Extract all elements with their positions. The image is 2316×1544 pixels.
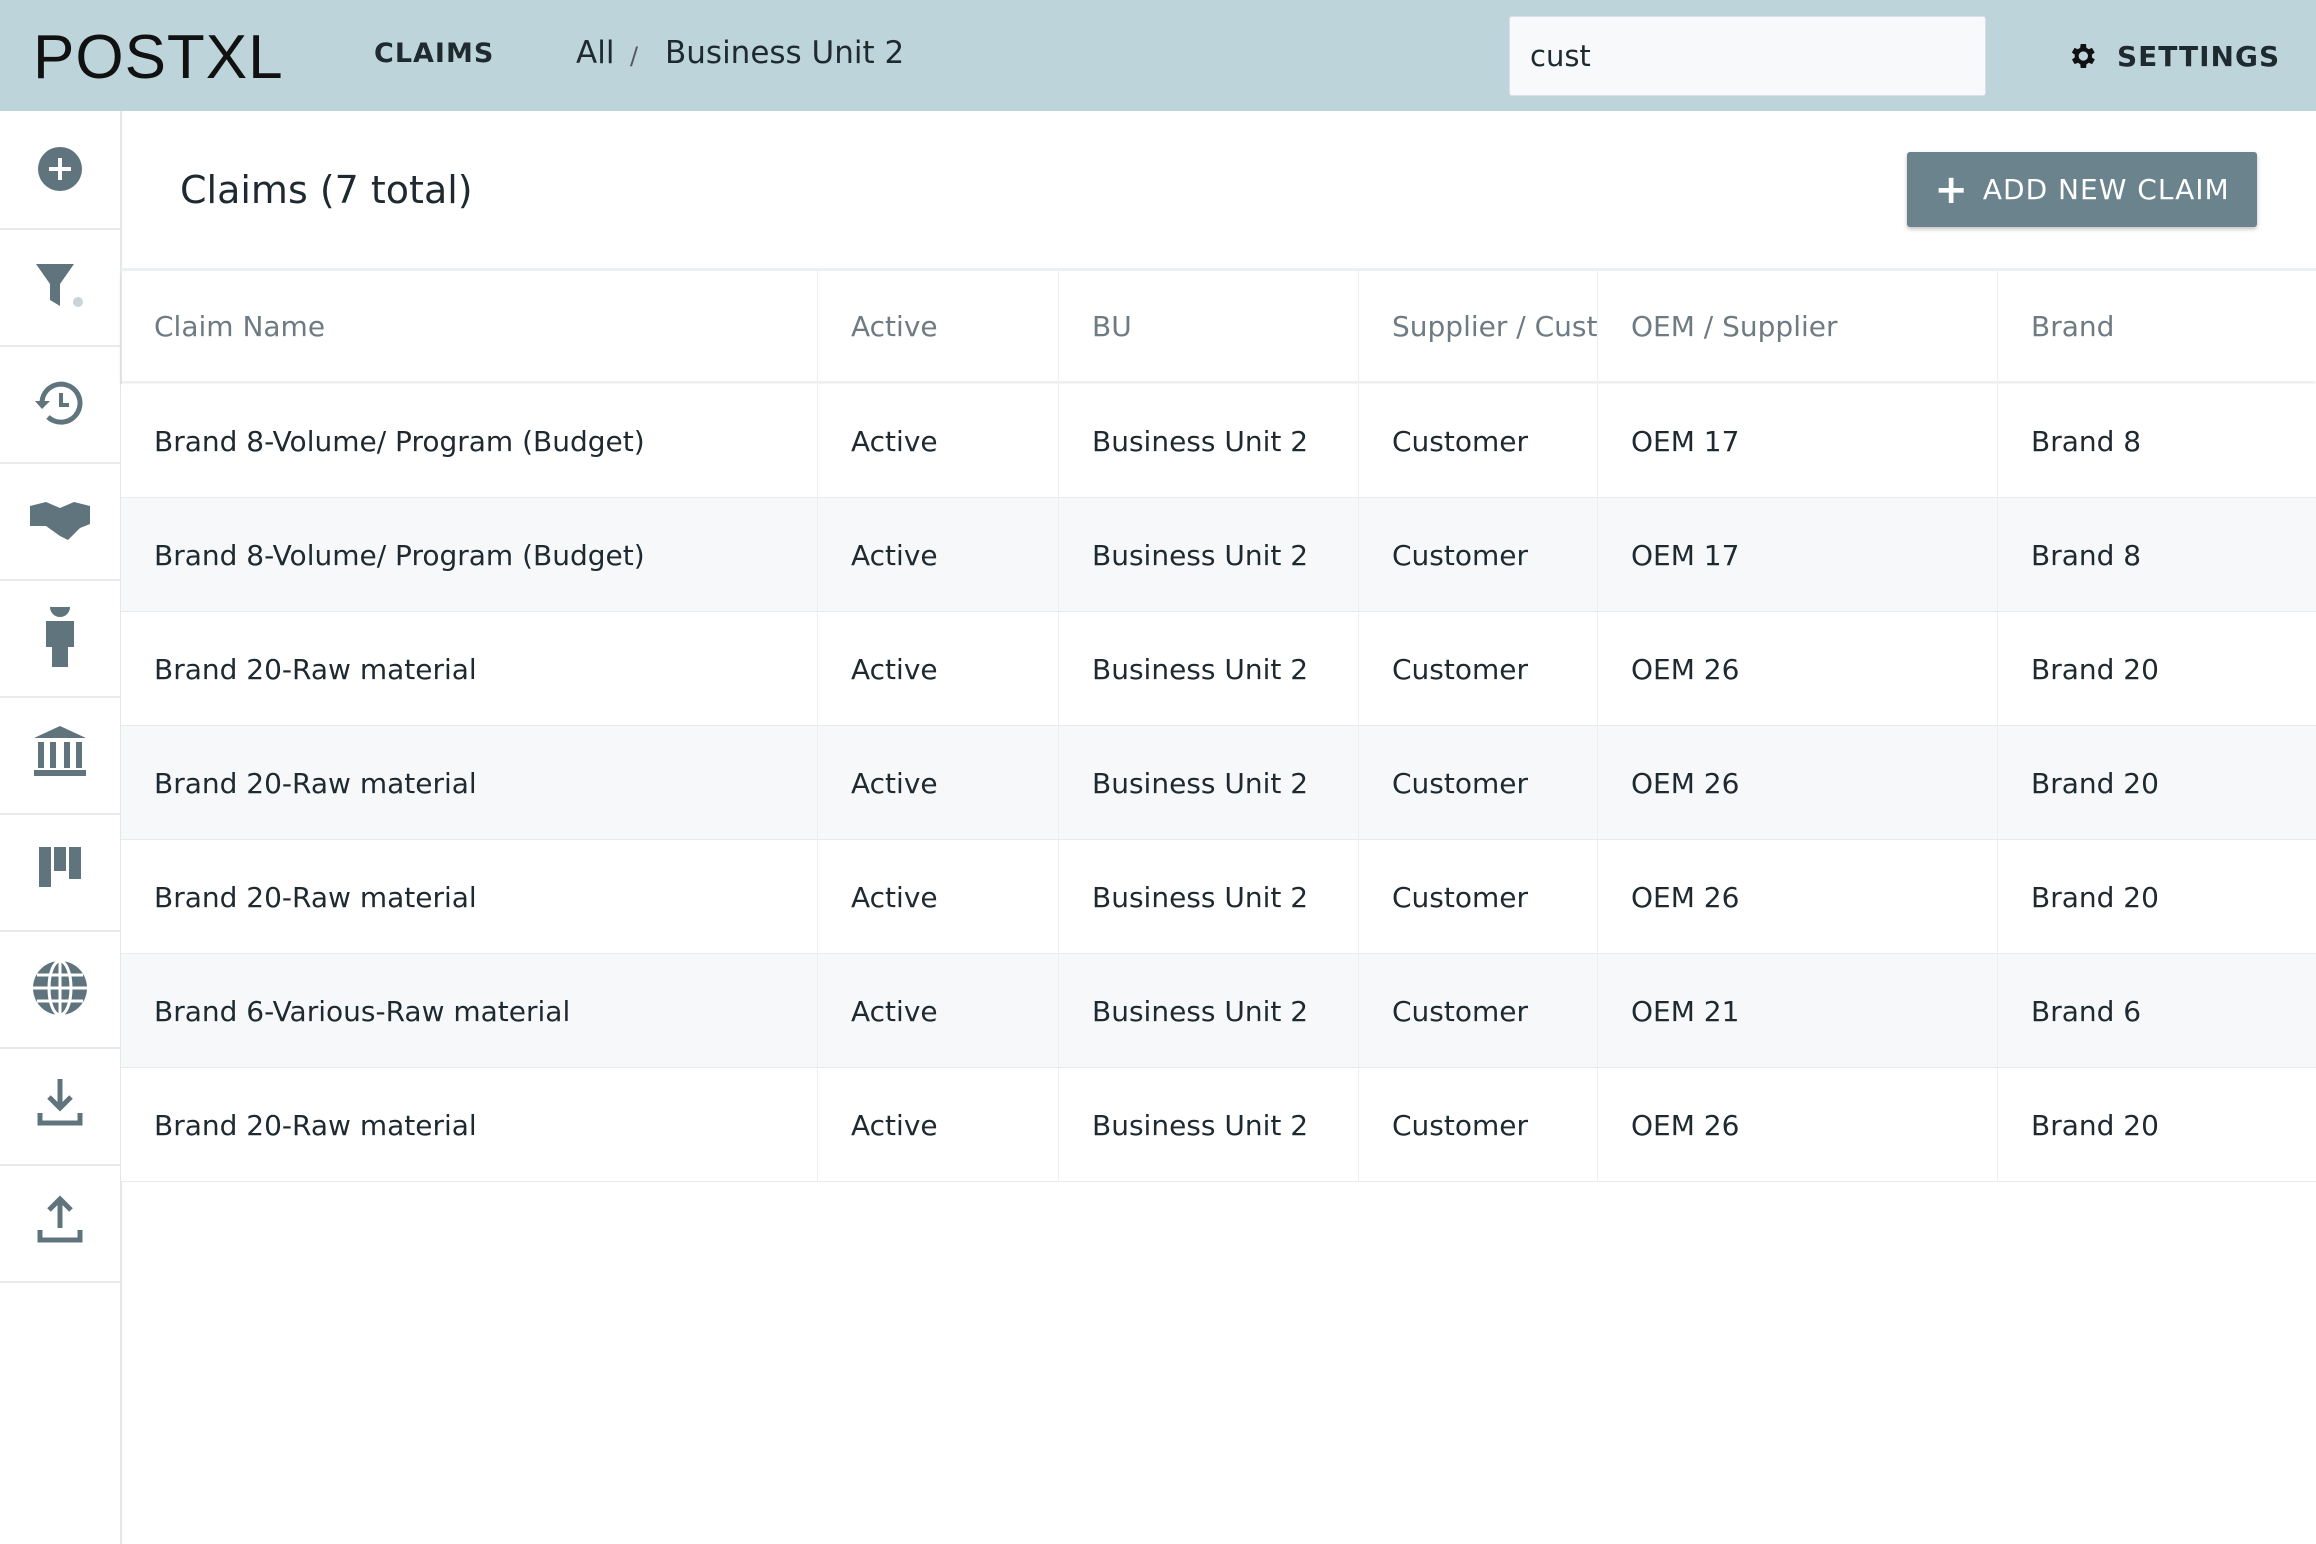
table-cell: Brand 8-Volume/ Program (Budget)	[121, 384, 818, 498]
table-cell: Brand 6	[2031, 994, 2142, 1028]
breadcrumb[interactable]: All	[576, 35, 615, 71]
header: POSTXL CLAIMS All / Business Unit 2 cust…	[0, 0, 2316, 111]
table-cell: Active	[818, 726, 1059, 840]
button-label: ADD NEW CLAIM	[1982, 173, 2230, 206]
bank-icon[interactable]	[0, 696, 120, 815]
table-cell: OEM 17	[1598, 384, 1998, 498]
table-row[interactable]	[121, 840, 2316, 954]
column-header[interactable]: Brand	[2031, 309, 2115, 343]
filter-icon[interactable]	[0, 228, 120, 347]
table-cell: Customer	[1359, 840, 1598, 954]
column-header[interactable]: Supplier / Cust	[1359, 271, 1598, 381]
table-cell: Business Unit 2	[1059, 384, 1359, 498]
table-cell: Brand 20	[2031, 880, 2159, 914]
table-cell: Customer	[1359, 1068, 1598, 1182]
add-claim-button[interactable]: + ADD NEW CLAIM	[1907, 152, 2257, 227]
handshake-icon[interactable]	[0, 462, 120, 581]
table-row[interactable]	[121, 1068, 2316, 1182]
table-cell: Active	[818, 612, 1059, 726]
sidebar	[0, 111, 122, 1544]
breadcrumb-sep: /	[630, 42, 639, 70]
table-cell: Customer	[1359, 498, 1598, 612]
nav-link[interactable]: CLAIMS	[374, 38, 495, 69]
table-cell: Brand 20-Raw material	[121, 840, 818, 954]
column-header[interactable]: Claim Name	[121, 271, 818, 381]
claims-table: Claim Name Active BU Supplier / Cust OEM / S…	[121, 268, 2316, 1187]
table-cell: OEM 21	[1598, 954, 1998, 1068]
column-header[interactable]: BU	[1059, 271, 1359, 381]
table-cell: Brand 20	[2031, 652, 2159, 686]
table-cell: Brand 20	[2031, 766, 2159, 800]
logo[interactable]: POSTXL	[33, 23, 284, 92]
table-cell: Active	[818, 954, 1059, 1068]
board-icon[interactable]	[0, 813, 120, 932]
plus-icon: +	[1934, 166, 1969, 213]
table-cell: Business Unit 2	[1059, 612, 1359, 726]
table-cell: Active	[818, 840, 1059, 954]
page-title: Claims (7 total)	[180, 168, 473, 212]
column-header[interactable]: OEM / Supplier	[1598, 271, 1998, 381]
table-cell: Brand 8-Volume/ Program (Budget)	[121, 498, 818, 612]
column-header[interactable]: Active	[818, 271, 1059, 381]
breadcrumb[interactable]: Business Unit 2	[665, 35, 905, 71]
table-cell: Active	[818, 498, 1059, 612]
table-cell: OEM 17	[1598, 498, 1998, 612]
search-input[interactable]: cust	[1509, 16, 1986, 96]
table-row[interactable]	[121, 384, 2316, 498]
table-cell: Business Unit 2	[1059, 726, 1359, 840]
table-cell: Business Unit 2	[1059, 840, 1359, 954]
table-cell: Customer	[1359, 954, 1598, 1068]
person-icon[interactable]	[0, 579, 120, 698]
table-row[interactable]	[121, 612, 2316, 726]
table-cell: OEM 26	[1598, 1068, 1998, 1182]
table-cell: Brand 8	[2031, 538, 2142, 572]
table-cell: Customer	[1359, 384, 1598, 498]
table-cell: Active	[818, 384, 1059, 498]
download-icon[interactable]	[0, 1047, 120, 1166]
settings-link[interactable]: SETTINGS	[2117, 40, 2281, 73]
table-cell: Brand 20-Raw material	[121, 1068, 818, 1182]
table-cell: OEM 26	[1598, 612, 1998, 726]
table-cell: Brand 8	[2031, 424, 2142, 458]
table-row[interactable]	[121, 726, 2316, 840]
table-cell: Active	[818, 1068, 1059, 1182]
table-cell: Brand 6-Various-Raw material	[121, 954, 818, 1068]
table-cell: Brand 20	[2031, 1108, 2159, 1142]
table-cell: Business Unit 2	[1059, 954, 1359, 1068]
table-row[interactable]	[121, 498, 2316, 612]
history-icon[interactable]	[0, 345, 120, 464]
table-cell: OEM 26	[1598, 840, 1998, 954]
table-cell: Customer	[1359, 612, 1598, 726]
table-cell: Brand 20-Raw material	[121, 612, 818, 726]
add-icon[interactable]	[0, 111, 120, 230]
table-cell: Brand 20-Raw material	[121, 726, 818, 840]
table-cell: Customer	[1359, 726, 1598, 840]
upload-icon[interactable]	[0, 1164, 120, 1283]
table-cell: OEM 26	[1598, 726, 1998, 840]
settings-icon[interactable]	[2066, 40, 2098, 72]
globe-icon[interactable]	[0, 930, 120, 1049]
table-cell: Business Unit 2	[1059, 498, 1359, 612]
table-row[interactable]	[121, 954, 2316, 1068]
table-cell: Business Unit 2	[1059, 1068, 1359, 1182]
